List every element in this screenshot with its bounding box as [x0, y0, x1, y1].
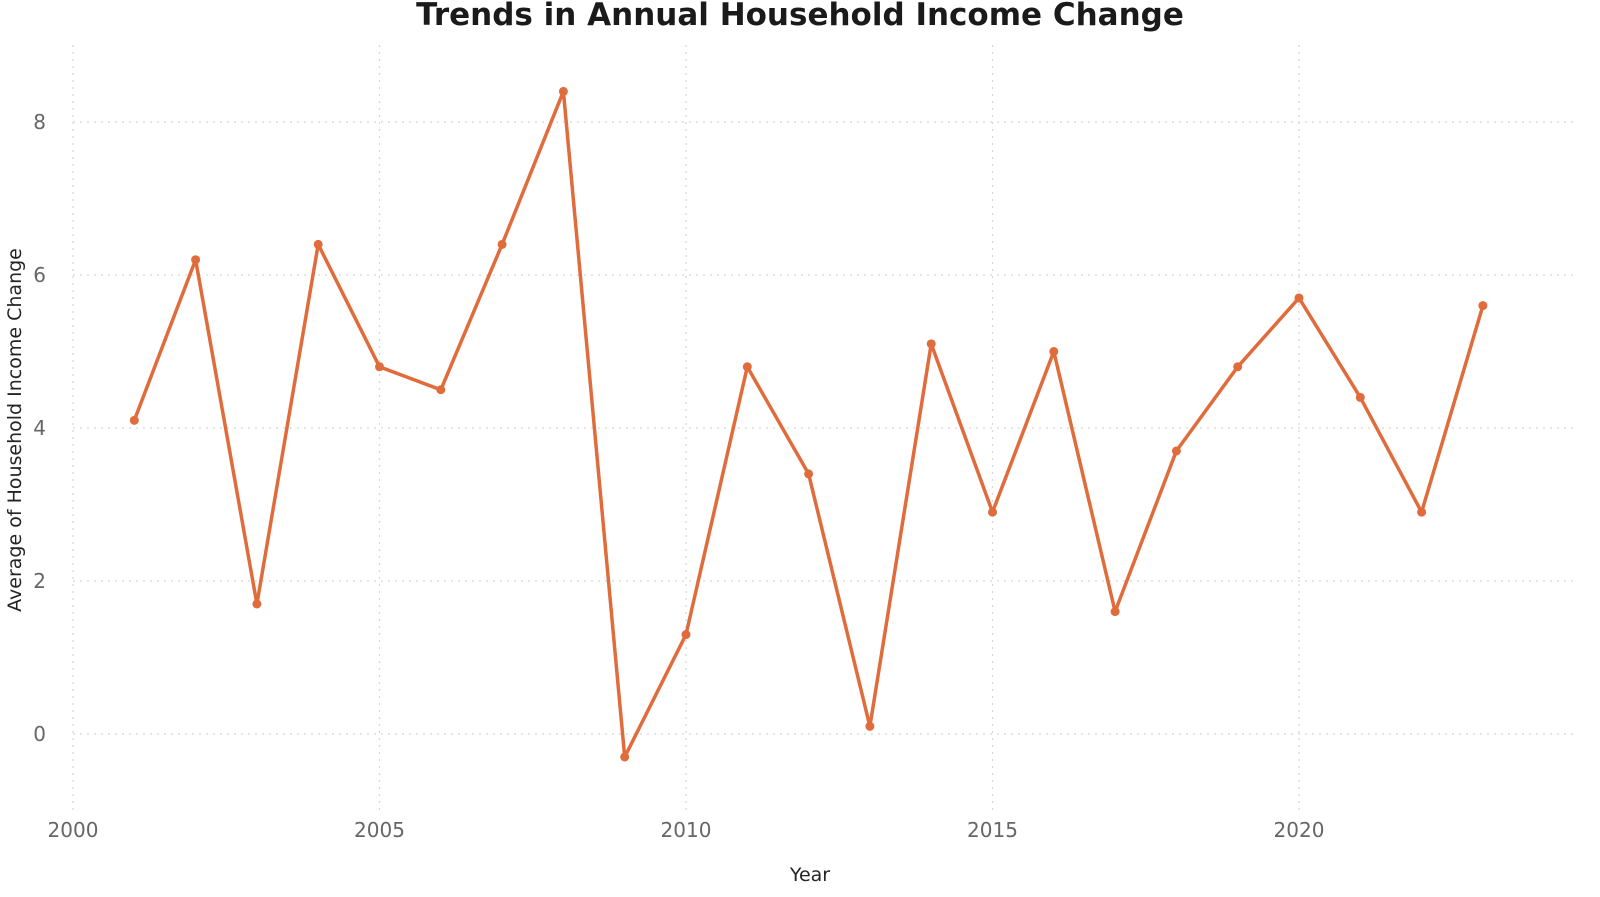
data-point: [1417, 507, 1427, 517]
data-point: [1049, 347, 1059, 356]
y-tick-label: 8: [33, 110, 46, 134]
x-tick-label: 2020: [1274, 818, 1325, 842]
data-point: [1171, 446, 1181, 456]
data-point: [436, 385, 446, 395]
data-point: [1233, 362, 1243, 372]
data-point: [1110, 607, 1120, 617]
data-point: [497, 239, 507, 249]
data-point: [558, 86, 568, 96]
data-point: [681, 630, 691, 640]
x-axis-ticks: 2000 2005 2010 2015 2020: [48, 818, 1325, 842]
data-point: [742, 362, 752, 372]
series-line: [132, 89, 1485, 759]
data-point: [926, 339, 936, 349]
data-point: [252, 599, 262, 609]
gridlines: [72, 45, 1575, 810]
x-axis-label: Year: [789, 864, 830, 886]
x-tick-label: 2015: [967, 818, 1018, 842]
y-tick-label: 2: [33, 569, 46, 593]
chart-title: Trends in Annual Household Income Change: [416, 0, 1184, 33]
y-tick-label: 0: [33, 722, 46, 746]
data-point: [804, 469, 814, 479]
data-point: [1478, 301, 1488, 311]
y-axis-label: Average of Household Income Change: [4, 248, 26, 612]
data-point: [620, 752, 630, 762]
y-tick-label: 6: [33, 263, 46, 287]
data-point: [375, 362, 384, 372]
data-point: [1294, 293, 1304, 303]
data-point: [1355, 392, 1365, 402]
x-tick-label: 2000: [48, 818, 99, 842]
data-point: [129, 415, 139, 425]
x-tick-label: 2010: [661, 818, 712, 842]
data-point: [313, 239, 323, 249]
data-point: [191, 255, 201, 265]
y-axis-ticks: 0 2 4 6 8: [33, 110, 46, 746]
x-tick-label: 2005: [354, 818, 405, 842]
data-point: [865, 721, 875, 731]
y-tick-label: 4: [33, 416, 46, 440]
data-point: [988, 507, 997, 517]
series-layer: [129, 86, 1488, 762]
